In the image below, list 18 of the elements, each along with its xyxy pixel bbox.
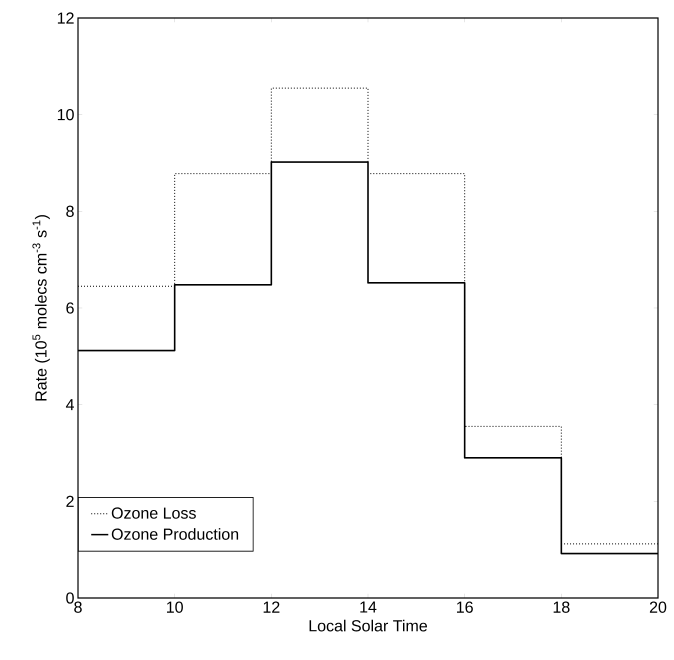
x-tick-label: 20 <box>650 602 666 613</box>
y-axis-title: Rate (10$^{5}$ molecs cm$^{-3}$ s$^{-1}$) <box>32 215 50 401</box>
x-tick-label: 14 <box>360 602 376 613</box>
y-tick-label: 8 <box>66 206 74 217</box>
legend-label: Ozone Loss <box>112 507 196 519</box>
x-axis-title: Local Solar Time <box>310 620 428 632</box>
y-tick-label: 12 <box>58 12 74 24</box>
x-tick-label: 12 <box>264 602 280 613</box>
y-tick-label: 6 <box>66 302 74 314</box>
legend-label: Ozone Production <box>112 528 238 540</box>
y-tick-label: 2 <box>66 496 74 507</box>
y-tick-label: 10 <box>58 108 74 120</box>
x-tick-label: 16 <box>456 602 473 613</box>
y-tick-label: 0 <box>66 592 74 604</box>
y-tick-label: 4 <box>66 399 74 410</box>
x-tick-label: 8 <box>74 602 82 613</box>
x-tick-label: 10 <box>166 602 183 613</box>
x-tick-label: 18 <box>554 602 570 613</box>
